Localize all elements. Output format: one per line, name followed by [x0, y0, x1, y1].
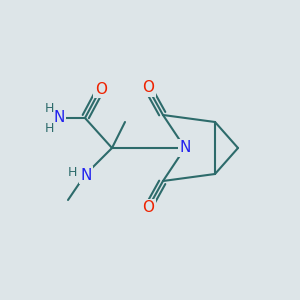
Text: N: N — [53, 110, 65, 125]
Text: O: O — [142, 200, 154, 215]
Text: H: H — [44, 122, 54, 134]
Text: O: O — [142, 80, 154, 95]
Text: H: H — [44, 103, 54, 116]
Text: H: H — [67, 166, 77, 178]
Text: N: N — [80, 167, 92, 182]
Text: N: N — [179, 140, 191, 155]
Text: O: O — [95, 82, 107, 97]
